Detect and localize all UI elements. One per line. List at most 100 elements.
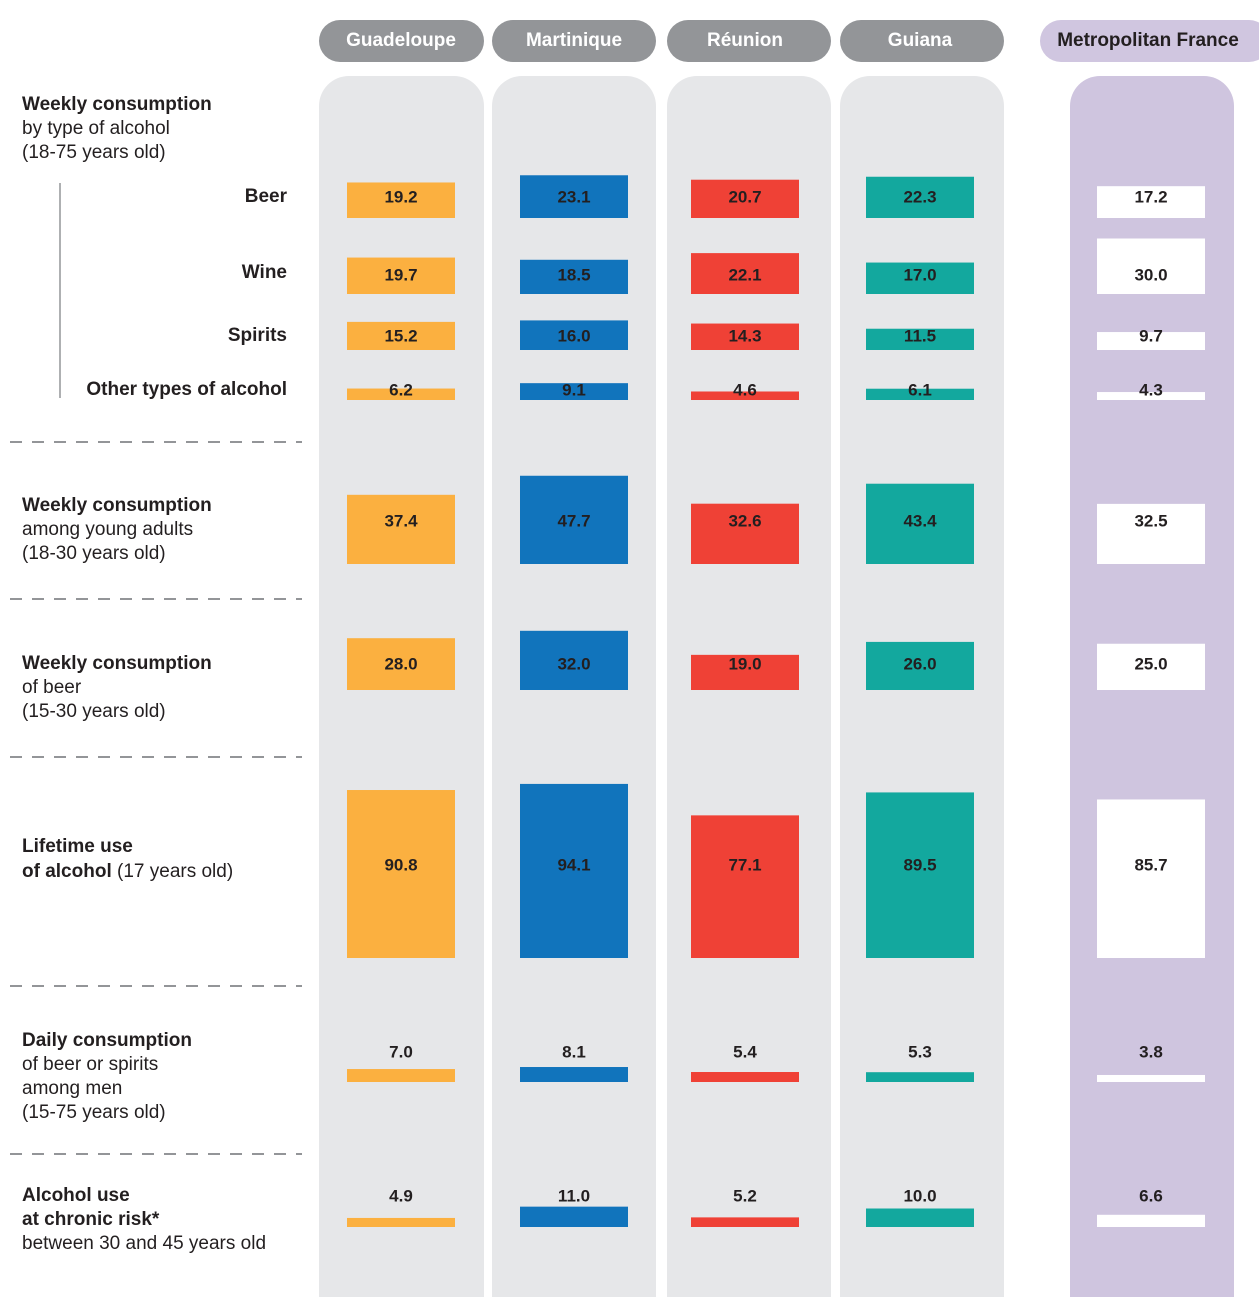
value-label: 6.1	[908, 380, 932, 399]
bar	[866, 388, 974, 400]
section-heading: of beer or spirits	[22, 1054, 158, 1075]
section-heading: (18-75 years old)	[22, 142, 166, 163]
bar	[520, 783, 628, 958]
value-label: 90.8	[384, 855, 417, 874]
value-label: 28.0	[384, 654, 417, 673]
bar	[1097, 643, 1205, 690]
value-label: 9.7	[1139, 326, 1163, 345]
bar	[866, 641, 974, 690]
bar	[1097, 1214, 1205, 1227]
heading-span: (17 years old)	[112, 861, 233, 882]
section-heading: between 30 and 45 years old	[22, 1233, 266, 1254]
value-label: 18.5	[557, 265, 590, 284]
bar	[866, 1072, 974, 1082]
bar	[347, 1069, 455, 1082]
section-heading: at chronic risk*	[22, 1209, 160, 1230]
heading-span: of alcohol	[22, 861, 112, 882]
value-label: 23.1	[557, 187, 590, 206]
value-label: 19.7	[384, 265, 417, 284]
value-label: 17.0	[903, 265, 936, 284]
section-heading: Weekly consumption	[22, 653, 212, 674]
column-header	[840, 20, 1004, 62]
value-label: 7.0	[389, 1042, 413, 1061]
value-label: 11.5	[904, 326, 936, 345]
bar	[1097, 503, 1205, 564]
value-label: 85.7	[1134, 855, 1167, 874]
value-label: 10.0	[903, 1186, 936, 1205]
row-label: Beer	[245, 186, 288, 207]
value-label: 11.0	[558, 1186, 590, 1205]
value-label: 94.1	[557, 855, 590, 874]
value-label: 6.6	[1139, 1186, 1163, 1205]
heading-span: between 30 and 45 years old	[22, 1233, 266, 1254]
bar	[691, 253, 799, 294]
bar	[691, 1217, 799, 1227]
heading-span: (15-30 years old)	[22, 701, 166, 722]
section-heading: (15-30 years old)	[22, 701, 166, 722]
heading-span: Alcohol use	[22, 1185, 130, 1206]
section-heading: Lifetime use	[22, 836, 133, 857]
bar	[347, 494, 455, 564]
bar	[691, 323, 799, 350]
section-heading: among men	[22, 1078, 122, 1099]
column-header-label: Metropolitan France	[1057, 30, 1239, 51]
value-label: 3.8	[1139, 1042, 1163, 1061]
column-header-label: Guadeloupe	[346, 30, 456, 51]
value-label: 22.3	[903, 187, 936, 206]
bar	[1097, 1074, 1205, 1082]
column-header-label: Martinique	[526, 30, 622, 51]
bar	[520, 475, 628, 564]
bar	[1097, 332, 1205, 350]
section-heading: Alcohol use	[22, 1185, 130, 1206]
heading-span: Weekly consumption	[22, 94, 212, 115]
heading-span: among young adults	[22, 519, 193, 540]
bar	[520, 320, 628, 350]
value-label: 30.0	[1134, 265, 1167, 284]
bar	[520, 1067, 628, 1082]
value-label: 32.5	[1134, 511, 1167, 530]
bar	[347, 321, 455, 350]
column-header	[667, 20, 831, 62]
column-header	[1040, 20, 1259, 62]
value-label: 6.2	[389, 380, 413, 399]
bar	[520, 175, 628, 218]
heading-span: Weekly consumption	[22, 653, 212, 674]
section-heading: (18-30 years old)	[22, 543, 166, 564]
value-label: 8.1	[562, 1042, 586, 1061]
bar	[520, 1206, 628, 1227]
row-label: Wine	[242, 262, 287, 283]
bar	[347, 388, 455, 400]
bar	[520, 259, 628, 294]
bar	[347, 638, 455, 690]
heading-span: (18-30 years old)	[22, 543, 166, 564]
value-label: 5.2	[733, 1186, 757, 1205]
value-label: 4.6	[733, 380, 757, 399]
bar	[866, 328, 974, 350]
value-label: 19.0	[728, 654, 761, 673]
bar	[347, 257, 455, 294]
column-header-label: Guiana	[888, 30, 953, 51]
section-heading: (15-75 years old)	[22, 1102, 166, 1123]
bar	[691, 179, 799, 218]
value-label: 4.9	[389, 1186, 413, 1205]
heading-span: among men	[22, 1078, 122, 1099]
bar	[1097, 238, 1205, 294]
heading-span: at chronic risk*	[22, 1209, 160, 1230]
heading-span: of beer or spirits	[22, 1054, 158, 1075]
heading-span: Lifetime use	[22, 836, 133, 857]
heading-span: of beer	[22, 677, 82, 698]
value-label: 37.4	[384, 511, 418, 530]
value-label: 9.1	[562, 380, 586, 399]
bar	[520, 630, 628, 690]
value-label: 47.7	[557, 511, 590, 530]
value-label: 25.0	[1134, 654, 1167, 673]
heading-span: Weekly consumption	[22, 495, 212, 516]
value-label: 19.2	[384, 187, 417, 206]
value-label: 20.7	[728, 187, 761, 206]
bar	[866, 176, 974, 218]
value-label: 15.2	[384, 326, 417, 345]
value-label: 89.5	[903, 855, 936, 874]
column-header	[319, 20, 484, 62]
row-label: Spirits	[228, 325, 287, 346]
